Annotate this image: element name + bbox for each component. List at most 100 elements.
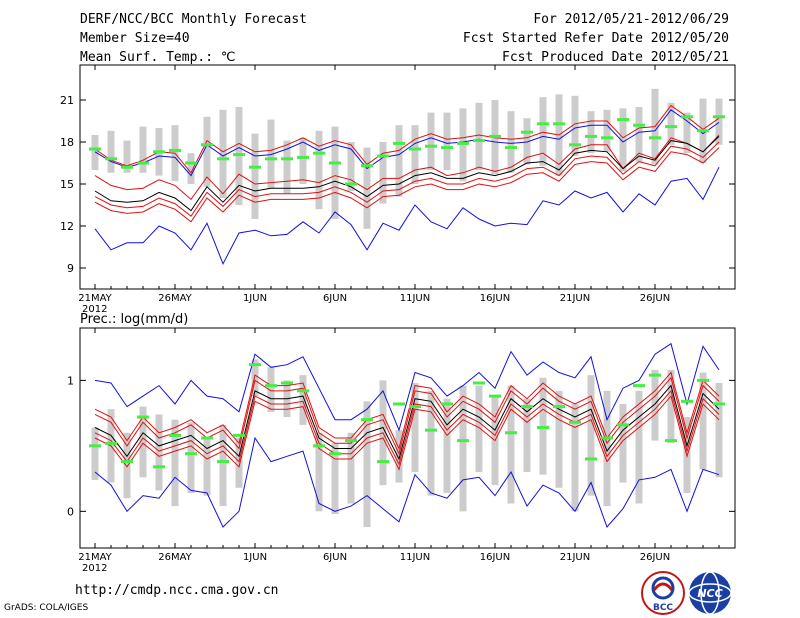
temp-obs-marker [233,153,245,157]
temp-obs-marker [361,164,373,168]
temp-obs-marker [345,182,357,186]
ncc-logo-text: NCC [697,587,722,600]
bcc-logo: BCC [641,571,685,615]
temp-ensemble-box [523,118,531,165]
temp-obs-marker [457,141,469,145]
prec-obs-marker [697,378,709,382]
temp-obs-marker [153,150,165,154]
temp-series-upper_ci [94,104,720,174]
temp-obs-marker [601,136,613,140]
temp-obs-marker [489,134,501,138]
prec-obs-marker [489,394,501,398]
temp-y-tick-label: 9 [67,262,74,275]
temp-ensemble-box [379,142,387,204]
prec-ensemble-box [91,427,99,480]
prec-x-tick-label: 21JUN [560,552,590,563]
prec-ensemble-box [235,438,243,488]
source-url[interactable]: http://cmdp.ncc.cma.gov.cn [75,583,279,598]
member-size-label: Member Size=40 [80,31,190,46]
prec-obs-marker [473,381,485,385]
ncc-logo: NCC [688,571,732,615]
prec-x-tick-label: 6JUN [323,552,347,563]
temp-obs-marker [137,161,149,165]
temp-ensemble-box [587,111,595,154]
temp-ensemble-box [683,112,691,154]
prec-obs-marker [377,460,389,464]
temp-obs-marker [473,139,485,143]
temp-obs-marker [297,155,309,159]
temp-x-year-label: 2012 [82,304,107,315]
chart-title: DERF/NCC/BCC Monthly Forecast [80,12,307,27]
temp-ensemble-box [203,116,211,187]
prec-ensemble-box [123,432,131,499]
temp-ensemble-box [267,119,275,189]
temp-ensemble-box [363,147,371,229]
temp-x-tick-label: 1JUN [243,293,267,304]
temp-ensemble-box [139,126,147,173]
forecast-period-label: For 2012/05/21-2012/06/29 [533,12,729,27]
temp-obs-marker [569,143,581,147]
prec-obs-marker [521,405,533,409]
prec-ensemble-box [635,390,643,504]
temp-obs-marker [665,125,677,129]
temp-ensemble-box [427,112,435,170]
prec-series-lower_ci [94,389,720,466]
prec-obs-marker [153,465,165,469]
prec-x-tick-label: 1JUN [243,552,267,563]
prec-obs-marker [201,436,213,440]
temp-obs-marker [521,130,533,134]
prec-ensemble-box [267,367,275,412]
prec-obs-marker [553,405,565,409]
prec-obs-marker [649,373,661,377]
bcc-logo-text: BCC [653,603,673,613]
temp-ensemble-box [475,102,483,170]
temp-ensemble-box [571,95,579,156]
prec-obs-marker [425,428,437,432]
temp-x-tick-label: 21JUN [560,293,590,304]
temp-x-tick-label: 26MAY [158,293,192,304]
prec-obs-marker [249,363,261,367]
prec-obs-marker [601,436,613,440]
temp-ensemble-box [91,135,99,170]
temp-ensemble-box [715,98,723,145]
prec-obs-marker [313,444,325,448]
prec-ensemble-box [251,359,259,397]
temp-obs-marker [169,148,181,152]
temp-obs-marker [681,115,693,119]
temp-y-tick-label: 18 [60,136,74,149]
temp-series-max [94,166,720,266]
temp-ensemble-box [635,107,643,162]
prec-obs-marker [633,384,645,388]
prec-obs-marker [297,389,309,393]
temp-obs-marker [329,161,341,165]
prec-frame [79,327,736,549]
temp-y-tick-label: 12 [60,220,74,233]
temp-ensemble-box [507,111,515,173]
prec-obs-marker [617,423,629,427]
prec-obs-marker [89,444,101,448]
temp-ensemble-box [219,109,227,198]
temp-obs-marker [249,165,261,169]
temp-x-tick-label: 21MAY [78,293,112,304]
prec-ensemble-box [603,390,611,507]
forecast-produced-label: Fcst Produced Date 2012/05/21 [502,50,729,65]
prec-obs-marker [345,439,357,443]
temp-obs-marker [185,161,197,165]
precipitation-panel: 0 1 21MAY 26MAY 1JUN 6JUN 11JUN 16JUN 21JUN 26JUN… [67,327,736,574]
prec-ensemble-box [571,403,579,512]
prec-ensemble-box [619,403,627,483]
prec-obs-marker [217,460,229,464]
prec-ensemble-box [699,372,707,470]
prec-ensemble-box [299,375,307,425]
temp-frame [79,64,736,290]
prec-obs-marker [105,441,117,445]
temp-ensemble-box [107,130,115,173]
prec-series-upper [94,376,720,456]
prec-obs-marker [265,384,277,388]
temp-ensemble-box [331,126,339,219]
prec-obs-marker [137,415,149,419]
prec-series-upper_ci [94,371,720,450]
prec-y-tick-label: 0 [67,505,74,518]
prec-ensemble-box [667,369,675,444]
temp-obs-marker [377,154,389,158]
